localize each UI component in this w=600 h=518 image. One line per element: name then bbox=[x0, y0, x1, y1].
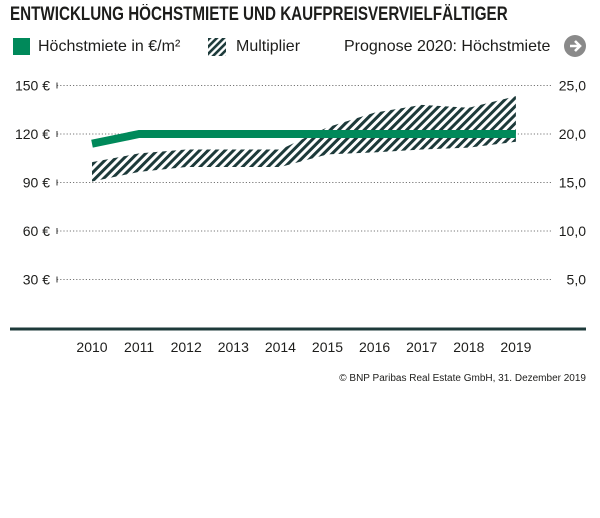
x-tick-label: 2010 bbox=[76, 339, 107, 355]
x-tick-label: 2016 bbox=[359, 339, 390, 355]
y-right-tick-label: 5,0 bbox=[567, 272, 587, 288]
legend: Höchstmiete in €/m² Multiplier Prognose … bbox=[10, 35, 590, 58]
legend-rent-swatch bbox=[13, 38, 30, 55]
y-right-tick-label: 25,0 bbox=[559, 78, 586, 94]
chart-title: ENTWICKLUNG HÖCHSTMIETE UND KAUFPREISVER… bbox=[10, 4, 508, 25]
y-left-tick-label: 60 € bbox=[23, 223, 50, 239]
x-tick-label: 2013 bbox=[218, 339, 249, 355]
legend-rent-label: Höchstmiete in €/m² bbox=[38, 38, 181, 55]
chart: 30 € 5,0 60 € 10,0 90 € 15,0 120 € 20,0 150 € 25,… bbox=[10, 78, 587, 355]
y-left-tick-label: 150 € bbox=[15, 78, 50, 94]
x-tick-label: 2015 bbox=[312, 339, 343, 355]
x-tick-label: 2019 bbox=[500, 339, 531, 355]
x-tick-label: 2011 bbox=[124, 339, 154, 355]
y-right-tick-label: 15,0 bbox=[559, 175, 586, 191]
forecast-link[interactable]: Prognose 2020: Höchstmiete bbox=[344, 38, 551, 55]
legend-multiplier-label: Multiplier bbox=[236, 38, 301, 55]
x-tick-label: 2012 bbox=[171, 339, 202, 355]
x-tick-label: 2014 bbox=[265, 339, 296, 355]
y-left-tick-label: 30 € bbox=[23, 272, 50, 288]
y-left-tick-label: 120 € bbox=[15, 126, 50, 142]
multiplier-band bbox=[92, 96, 516, 182]
y-right-tick-label: 20,0 bbox=[559, 126, 586, 142]
y-left-tick-label: 90 € bbox=[23, 175, 50, 191]
x-tick-label: 2017 bbox=[406, 339, 437, 355]
y-right-tick-label: 10,0 bbox=[559, 223, 586, 239]
arrow-right-circle-icon[interactable] bbox=[564, 35, 586, 57]
legend-multiplier-swatch bbox=[208, 38, 226, 56]
x-tick-label: 2018 bbox=[453, 339, 484, 355]
rent-line bbox=[91, 130, 516, 148]
credit: © BNP Paribas Real Estate GmbH, 31. Deze… bbox=[339, 373, 586, 384]
